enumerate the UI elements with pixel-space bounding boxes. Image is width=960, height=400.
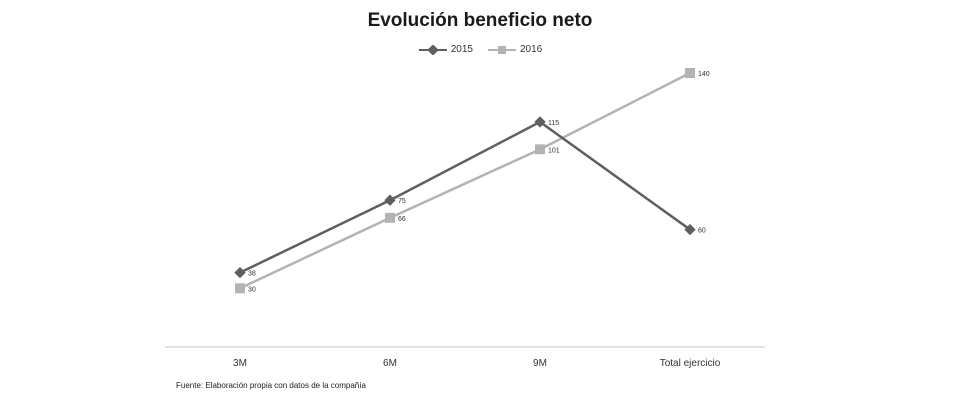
data-label-2015: 115 (548, 120, 559, 127)
chart-title: Evolución beneficio neto (367, 10, 593, 31)
legend-item-2015: 2015 (418, 44, 473, 55)
legend-marker-2016 (488, 45, 516, 54)
data-label-2016: 101 (548, 147, 560, 154)
x-tick-label: Total ejercicio (660, 358, 721, 369)
series-line-2015 (239, 120, 691, 274)
legend-marker-2015 (418, 44, 447, 55)
data-point-2016 (385, 212, 395, 223)
legend-label-2016: 2016 (520, 44, 543, 55)
data-label-2015: 75 (398, 198, 406, 205)
legend: 2015 2016 (0, 44, 960, 55)
data-label-2015: 60 (698, 228, 706, 235)
data-point-2015 (684, 223, 696, 236)
data-point-2016 (685, 68, 695, 78)
x-tick-label: 3M (233, 358, 247, 369)
data-label-2016: 66 (398, 216, 406, 223)
data-point-2016 (535, 144, 545, 155)
source-note: Fuente: Elaboración propia con datos de … (176, 381, 366, 390)
data-point-2016 (235, 283, 245, 294)
legend-label-2015: 2015 (450, 44, 473, 55)
data-label-2015: 38 (248, 271, 256, 278)
x-tick-label: 6M (383, 358, 397, 369)
data-point-2015 (234, 266, 246, 279)
data-label-2016: 140 (698, 71, 710, 78)
series-line-2016 (239, 71, 691, 290)
legend-item-2016: 2016 (487, 44, 542, 55)
x-tick-label: 9M (533, 358, 547, 369)
data-label-2016: 30 (248, 286, 256, 293)
data-point-2015 (384, 194, 396, 206)
